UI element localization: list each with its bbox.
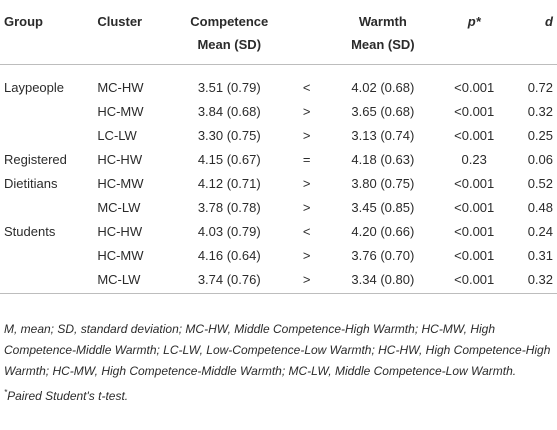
cell-group <box>0 124 93 148</box>
cell-sign: > <box>302 175 311 191</box>
cell-sign: < <box>302 223 311 239</box>
cell-d: 0.25 <box>527 127 553 143</box>
header-sign <box>284 8 329 65</box>
cell-competence: 3.51 (0.79) <box>197 79 261 95</box>
cell-group <box>0 100 93 124</box>
table-notes: M, mean; SD, standard deviation; MC-HW, … <box>4 319 554 407</box>
cell-d: 0.32 <box>511 267 557 294</box>
test-footnote: *Paired Student's t-test. <box>4 382 554 407</box>
table-row: LC-LW 3.30 (0.75) > 3.13 (0.74) <0.001 0… <box>0 124 557 148</box>
cell-warmth: 3.13 (0.74) <box>351 127 415 143</box>
header-d: d <box>511 8 557 65</box>
cell-p: 0.23 <box>461 151 487 167</box>
cell-cluster: HC-MW <box>97 247 144 263</box>
cell-p: <0.001 <box>454 103 495 119</box>
cell-sign: > <box>302 103 311 119</box>
cell-cluster: HC-HW <box>97 223 143 239</box>
cell-d: 0.52 <box>527 175 553 191</box>
table-row: Dietitians HC-MW 4.12 (0.71) > 3.80 (0.7… <box>0 172 557 196</box>
cell-p: <0.001 <box>454 199 495 215</box>
cell-p: <0.001 <box>454 127 495 143</box>
cell-group <box>0 267 94 294</box>
header-competence-title: Competence <box>190 14 269 29</box>
cell-cluster: LC-LW <box>97 127 137 143</box>
table-row: MC-LW 3.74 (0.76) > 3.34 (0.80) <0.001 0… <box>0 267 557 294</box>
cell-competence: 4.03 (0.79) <box>197 223 261 239</box>
cell-d: 0.32 <box>527 103 553 119</box>
cell-p: <0.001 <box>454 223 495 239</box>
cell-d: 0.31 <box>527 247 553 263</box>
cell-warmth: 3.34 (0.80) <box>328 267 437 294</box>
header-competence-sub: Mean (SD) <box>197 37 262 52</box>
table-row: MC-LW 3.78 (0.78) > 3.45 (0.85) <0.001 0… <box>0 196 557 220</box>
header-cluster: Cluster <box>93 8 174 65</box>
header-row: Group Cluster Competence Mean (SD) Warmt… <box>0 8 557 65</box>
footnote-marker: * <box>4 388 8 397</box>
cell-cluster: HC-MW <box>97 103 144 119</box>
cell-warmth: 3.76 (0.70) <box>351 247 415 263</box>
header-p: p* <box>436 8 512 65</box>
results-table: Group Cluster Competence Mean (SD) Warmt… <box>0 8 557 294</box>
cell-p: <0.001 <box>454 247 495 263</box>
cell-cluster: HC-MW <box>97 175 144 191</box>
cell-warmth: 4.18 (0.63) <box>351 151 415 167</box>
header-competence: Competence Mean (SD) <box>173 8 285 65</box>
cell-cluster: HC-HW <box>97 151 143 167</box>
table-row: Registered HC-HW 4.15 (0.67) = 4.18 (0.6… <box>0 148 557 172</box>
cell-competence: 3.78 (0.78) <box>197 199 261 215</box>
cell-sign: = <box>302 151 311 167</box>
cell-warmth: 3.65 (0.68) <box>351 103 415 119</box>
cell-warmth: 3.80 (0.75) <box>351 175 415 191</box>
header-warmth: Warmth Mean (SD) <box>328 8 437 65</box>
cell-p: <0.001 <box>454 79 495 95</box>
cell-warmth: 3.45 (0.85) <box>351 199 415 215</box>
cell-warmth: 4.02 (0.68) <box>351 79 415 95</box>
cell-warmth: 4.20 (0.66) <box>351 223 415 239</box>
cell-competence: 4.16 (0.64) <box>197 247 261 263</box>
cell-sign: > <box>284 267 329 294</box>
abbreviation-footnote: M, mean; SD, standard deviation; MC-HW, … <box>4 322 551 378</box>
cell-competence: 3.84 (0.68) <box>197 103 261 119</box>
header-warmth-sub: Mean (SD) <box>351 37 415 52</box>
cell-d: 0.72 <box>527 79 553 95</box>
cell-p: <0.001 <box>454 175 495 191</box>
cell-competence: 3.74 (0.76) <box>173 267 285 294</box>
cell-d: 0.06 <box>527 151 553 167</box>
cell-d: 0.24 <box>527 223 553 239</box>
cell-d: 0.48 <box>527 199 553 215</box>
cell-cluster: MC-LW <box>93 267 174 294</box>
table-row: HC-MW 3.84 (0.68) > 3.65 (0.68) <0.001 0… <box>0 100 557 124</box>
header-warmth-title: Warmth <box>358 14 407 29</box>
table-row: HC-MW 4.16 (0.64) > 3.76 (0.70) <0.001 0… <box>0 244 557 268</box>
cell-p: <0.001 <box>436 267 512 294</box>
cell-sign: > <box>302 199 311 215</box>
cell-group: Registered <box>4 151 67 167</box>
cell-group: Laypeople <box>4 79 64 95</box>
cell-group: Dietitians <box>4 175 58 191</box>
cell-competence: 4.12 (0.71) <box>197 175 261 191</box>
test-footnote-text: Paired Student's t-test. <box>7 389 129 403</box>
cell-competence: 4.15 (0.67) <box>197 151 261 167</box>
cell-sign: > <box>302 127 311 143</box>
cell-cluster: MC-LW <box>97 199 141 215</box>
cell-sign: > <box>302 247 311 263</box>
cell-group: Students <box>4 223 56 239</box>
cell-sign: < <box>302 79 311 95</box>
cell-cluster: MC-HW <box>97 79 144 95</box>
header-group: Group <box>0 8 94 65</box>
cell-group <box>0 244 93 268</box>
cell-group <box>0 196 93 220</box>
table-row: Laypeople MC-HW 3.51 (0.79) < 4.02 (0.68… <box>0 64 557 100</box>
cell-competence: 3.30 (0.75) <box>197 127 261 143</box>
table-row: Students HC-HW 4.03 (0.79) < 4.20 (0.66)… <box>0 220 557 244</box>
